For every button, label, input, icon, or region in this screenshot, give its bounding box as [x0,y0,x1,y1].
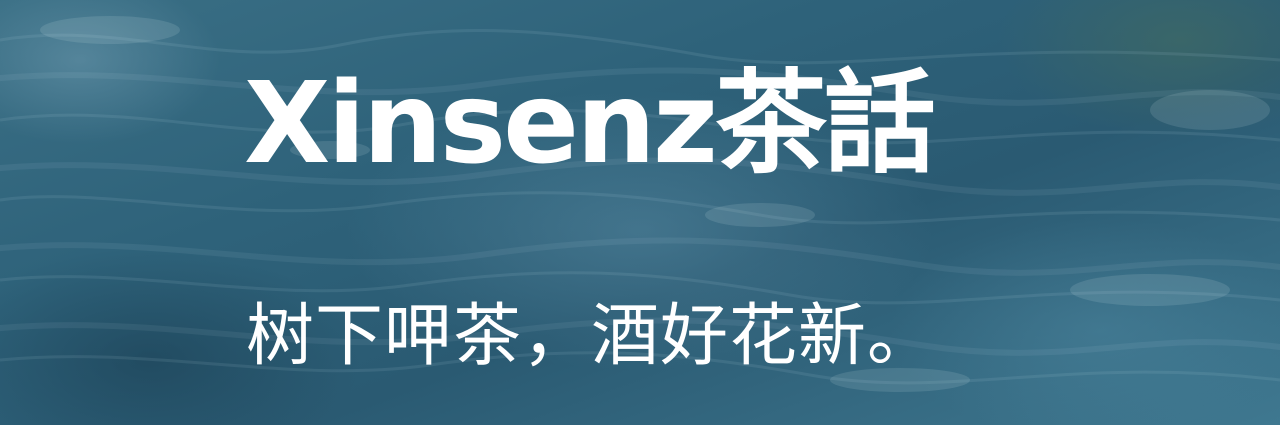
brand-tagline: 树下呷茶，酒好花新。 [246,297,937,376]
brand-title: Xinsenz茶話 [244,59,936,189]
